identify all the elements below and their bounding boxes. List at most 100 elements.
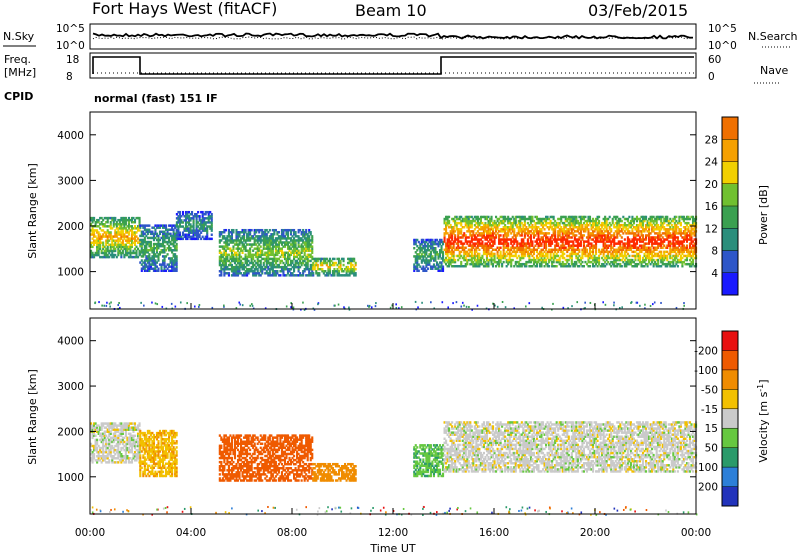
- heatmap-cell: [449, 240, 452, 243]
- heatmap-cell: [572, 264, 575, 268]
- heatmap-cell: [177, 235, 180, 239]
- heatmap-cell: [425, 263, 428, 266]
- heatmap-cell: [117, 247, 120, 251]
- heatmap-cell: [253, 243, 256, 246]
- heatmap-cell: [181, 221, 185, 224]
- heatmap-cell: [168, 265, 171, 268]
- heatmap-cell: [327, 272, 330, 275]
- heatmap-cell: [445, 221, 448, 225]
- heatmap-cell: [252, 270, 255, 273]
- heatmap-cell: [466, 223, 469, 227]
- heatmap-cell: [241, 231, 244, 234]
- heatmap-cell: [584, 248, 587, 252]
- heatmap-cell: [529, 250, 532, 254]
- heatmap-cell: [604, 215, 607, 219]
- heatmap-cell: [354, 267, 357, 271]
- heatmap-cell: [124, 216, 127, 220]
- heatmap-cell: [169, 269, 172, 273]
- heatmap-cell: [354, 261, 357, 265]
- heatmap-cell: [510, 226, 513, 229]
- heatmap-cell: [100, 249, 103, 253]
- heatmap-cell: [249, 251, 252, 254]
- heatmap-cell: [478, 234, 481, 237]
- heatmap-cell: [641, 234, 645, 237]
- heatmap-cell: [227, 247, 230, 250]
- heatmap-cell: [252, 253, 255, 257]
- heatmap-cell: [581, 256, 584, 260]
- heatmap-cell: [535, 264, 539, 268]
- heatmap-cell: [535, 248, 539, 252]
- heatmap-cell: [145, 265, 148, 268]
- heatmap-cell: [270, 235, 273, 238]
- heatmap-cell: [163, 230, 166, 234]
- heatmap-cell: [259, 274, 262, 277]
- heatmap-cell: [112, 253, 115, 257]
- heatmap-cell: [522, 244, 525, 247]
- heatmap-cell: [510, 264, 513, 268]
- heatmap-cell: [169, 242, 172, 246]
- heatmap-cell: [502, 240, 505, 243]
- heatmap-cell: [572, 215, 575, 219]
- heatmap-cell: [258, 272, 261, 275]
- heatmap-cell: [560, 262, 563, 266]
- heatmap-cell: [276, 249, 279, 252]
- heatmap-cell: [300, 231, 303, 234]
- heatmap-cell: [517, 260, 520, 264]
- heatmap-cell: [481, 240, 484, 243]
- heatmap-cell: [289, 251, 293, 254]
- heatmap-cell: [267, 239, 270, 242]
- heatmap-cell: [476, 260, 479, 264]
- heatmap-cell: [186, 217, 189, 220]
- heatmap-cell: [124, 227, 127, 230]
- heatmap-cell: [451, 236, 454, 239]
- heatmap-cell: [297, 265, 300, 269]
- heatmap-cell: [259, 237, 262, 240]
- heatmap-cell: [517, 221, 520, 225]
- heatmap-cell: [502, 254, 505, 258]
- heatmap-cell: [423, 249, 426, 252]
- heatmap-cell: [183, 215, 186, 218]
- heatmap-cell: [569, 223, 572, 227]
- heatmap-cell: [289, 243, 293, 246]
- heatmap-cell: [591, 232, 595, 235]
- heatmap-cell: [255, 255, 258, 259]
- heatmap-cell: [256, 255, 259, 259]
- heatmap-cell: [255, 265, 258, 269]
- heatmap-cell: [337, 265, 341, 269]
- heatmap-cell: [572, 246, 575, 249]
- heatmap-cell: [478, 260, 481, 264]
- heatmap-cell: [120, 237, 123, 240]
- heatmap-cell: [460, 219, 463, 223]
- heatmap-cell: [306, 241, 309, 244]
- heatmap-cell: [239, 247, 243, 250]
- heatmap-cell: [300, 261, 303, 265]
- heatmap-cell: [232, 272, 235, 275]
- heatmap-cell: [449, 262, 452, 266]
- heatmap-cell: [180, 235, 183, 239]
- heatmap-cell: [434, 267, 437, 270]
- heatmap-cell: [261, 228, 264, 232]
- heatmap-cell: [585, 248, 589, 252]
- heatmap-cell: [457, 232, 460, 235]
- heatmap-cell: [106, 225, 109, 228]
- heatmap-cell: [172, 242, 175, 246]
- heatmap-cell: [239, 239, 243, 242]
- heatmap-cell: [490, 215, 493, 219]
- heatmap-cell: [161, 263, 165, 266]
- heatmap-cell: [204, 217, 207, 220]
- heatmap-cell: [452, 254, 455, 258]
- heatmap-cell: [270, 241, 273, 244]
- heatmap-cell: [247, 235, 250, 238]
- heatmap-cell: [528, 236, 531, 239]
- heatmap-cell: [127, 251, 130, 255]
- heatmap-cell: [177, 217, 180, 220]
- heatmap-cell: [531, 215, 534, 219]
- heatmap-cell: [479, 256, 482, 260]
- heatmap-cell: [175, 223, 178, 226]
- heatmap-cell: [488, 217, 492, 221]
- heatmap-cell: [545, 240, 548, 243]
- heatmap-cell: [463, 264, 466, 268]
- heatmap-cell: [532, 262, 535, 266]
- heatmap-cell: [499, 252, 502, 256]
